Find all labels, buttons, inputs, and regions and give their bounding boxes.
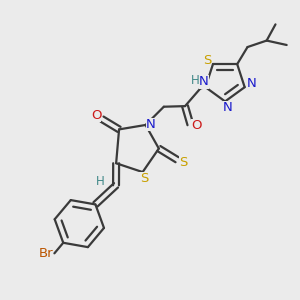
Text: S: S (179, 156, 188, 169)
Text: N: N (223, 101, 233, 114)
Text: N: N (199, 76, 209, 88)
Text: H: H (95, 175, 104, 188)
Text: Br: Br (38, 247, 53, 260)
Text: S: S (203, 54, 211, 67)
Text: N: N (146, 118, 156, 131)
Text: H: H (191, 74, 200, 87)
Text: S: S (140, 172, 148, 185)
Text: O: O (91, 109, 101, 122)
Text: O: O (191, 119, 202, 132)
Text: N: N (247, 77, 257, 90)
